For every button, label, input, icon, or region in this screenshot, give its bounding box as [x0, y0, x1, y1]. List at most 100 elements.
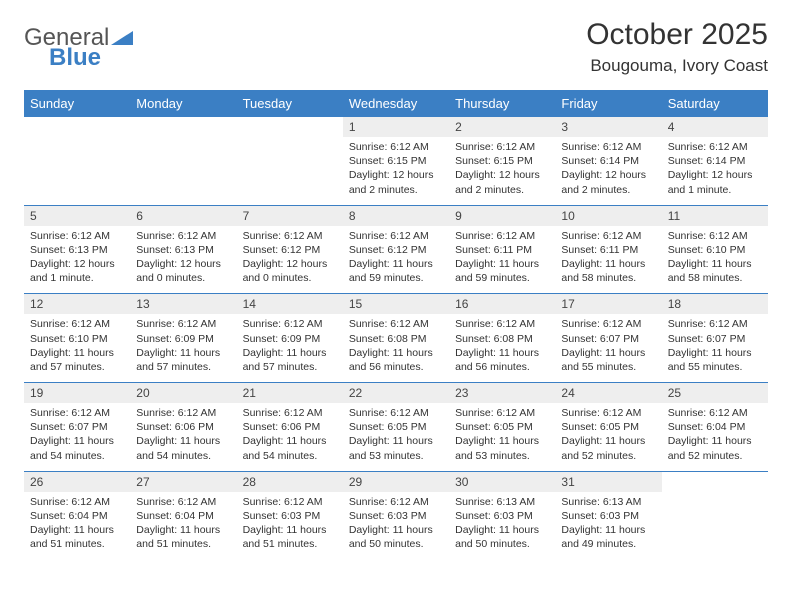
- day-body: Sunrise: 6:12 AMSunset: 6:04 PMDaylight:…: [662, 403, 768, 471]
- month-title: October 2025: [586, 18, 768, 52]
- sunset-text: Sunset: 6:11 PM: [455, 243, 549, 257]
- sunset-text: Sunset: 6:07 PM: [30, 420, 124, 434]
- sunset-text: Sunset: 6:14 PM: [668, 154, 762, 168]
- day-number: 27: [130, 472, 236, 492]
- brand-triangle-icon: [111, 29, 133, 47]
- daylight-text: Daylight: 11 hours and 57 minutes.: [243, 346, 337, 374]
- day-body: Sunrise: 6:12 AMSunset: 6:05 PMDaylight:…: [555, 403, 661, 471]
- day-body: Sunrise: 6:12 AMSunset: 6:07 PMDaylight:…: [555, 314, 661, 382]
- day-body: Sunrise: 6:12 AMSunset: 6:07 PMDaylight:…: [662, 314, 768, 382]
- day-cell: 3Sunrise: 6:12 AMSunset: 6:14 PMDaylight…: [555, 117, 661, 205]
- dayhead-tue: Tuesday: [237, 90, 343, 117]
- daylight-text: Daylight: 11 hours and 50 minutes.: [455, 523, 549, 551]
- day-body: Sunrise: 6:12 AMSunset: 6:11 PMDaylight:…: [449, 226, 555, 294]
- day-number: 2: [449, 117, 555, 137]
- sunrise-text: Sunrise: 6:12 AM: [30, 495, 124, 509]
- brand-part2: Blue: [49, 44, 101, 72]
- daylight-text: Daylight: 11 hours and 55 minutes.: [668, 346, 762, 374]
- day-cell: 30Sunrise: 6:13 AMSunset: 6:03 PMDayligh…: [449, 471, 555, 559]
- day-cell: 21Sunrise: 6:12 AMSunset: 6:06 PMDayligh…: [237, 383, 343, 472]
- day-number: 21: [237, 383, 343, 403]
- day-body: Sunrise: 6:13 AMSunset: 6:03 PMDaylight:…: [449, 492, 555, 560]
- sunrise-text: Sunrise: 6:12 AM: [243, 495, 337, 509]
- day-number: 4: [662, 117, 768, 137]
- daylight-text: Daylight: 12 hours and 1 minute.: [668, 168, 762, 196]
- day-cell: 29Sunrise: 6:12 AMSunset: 6:03 PMDayligh…: [343, 471, 449, 559]
- sunset-text: Sunset: 6:13 PM: [136, 243, 230, 257]
- day-number: 15: [343, 294, 449, 314]
- daylight-text: Daylight: 11 hours and 56 minutes.: [455, 346, 549, 374]
- sunrise-text: Sunrise: 6:12 AM: [349, 495, 443, 509]
- dayhead-mon: Monday: [130, 90, 236, 117]
- daylight-text: Daylight: 11 hours and 53 minutes.: [349, 434, 443, 462]
- day-cell: 31Sunrise: 6:13 AMSunset: 6:03 PMDayligh…: [555, 471, 661, 559]
- day-body: Sunrise: 6:12 AMSunset: 6:05 PMDaylight:…: [343, 403, 449, 471]
- sunset-text: Sunset: 6:09 PM: [136, 332, 230, 346]
- sunset-text: Sunset: 6:08 PM: [455, 332, 549, 346]
- sunset-text: Sunset: 6:07 PM: [561, 332, 655, 346]
- sunset-text: Sunset: 6:10 PM: [30, 332, 124, 346]
- sunrise-text: Sunrise: 6:12 AM: [455, 229, 549, 243]
- daylight-text: Daylight: 11 hours and 59 minutes.: [455, 257, 549, 285]
- sunset-text: Sunset: 6:07 PM: [668, 332, 762, 346]
- day-cell: 6Sunrise: 6:12 AMSunset: 6:13 PMDaylight…: [130, 205, 236, 294]
- day-body: Sunrise: 6:12 AMSunset: 6:09 PMDaylight:…: [130, 314, 236, 382]
- day-number: 29: [343, 472, 449, 492]
- daylight-text: Daylight: 12 hours and 0 minutes.: [136, 257, 230, 285]
- week-row: 12 Sunrise: 6:12 AM Sunset: 6:10 PM Dayligh…: [24, 294, 768, 383]
- dayhead-thu: Thursday: [449, 90, 555, 117]
- day-number: 12: [24, 294, 130, 314]
- day-cell: 1Sunrise: 6:12 AMSunset: 6:15 PMDaylight…: [343, 117, 449, 205]
- day-cell: 15Sunrise: 6:12 AMSunset: 6:08 PMDayligh…: [343, 294, 449, 383]
- day-cell: [130, 117, 236, 205]
- day-number: 18: [662, 294, 768, 314]
- daylight-text: Daylight: 12 hours and 2 minutes.: [455, 168, 549, 196]
- sunrise-text: Sunrise: 6:12 AM: [561, 317, 655, 331]
- sunrise-text: Sunrise: 6:12 AM: [349, 229, 443, 243]
- daylight-text: Daylight: 11 hours and 53 minutes.: [455, 434, 549, 462]
- daylight-text: Daylight: 11 hours and 55 minutes.: [561, 346, 655, 374]
- day-cell: 20Sunrise: 6:12 AMSunset: 6:06 PMDayligh…: [130, 383, 236, 472]
- day-body: [24, 123, 130, 187]
- day-body: Sunrise: 6:12 AMSunset: 6:10 PMDaylight:…: [662, 226, 768, 294]
- sunset-text: Sunset: 6:03 PM: [243, 509, 337, 523]
- week-row: 5Sunrise: 6:12 AMSunset: 6:13 PMDaylight…: [24, 205, 768, 294]
- sunrise-text: Sunrise: 6:12 AM: [668, 317, 762, 331]
- day-cell: 28Sunrise: 6:12 AMSunset: 6:03 PMDayligh…: [237, 471, 343, 559]
- sunrise-text: Sunrise: 6:12 AM: [243, 406, 337, 420]
- calendar-body: 1Sunrise: 6:12 AMSunset: 6:15 PMDaylight…: [24, 117, 768, 559]
- sunrise-text: Sunrise: 6:12 AM: [30, 229, 124, 243]
- day-cell: 22Sunrise: 6:12 AMSunset: 6:05 PMDayligh…: [343, 383, 449, 472]
- sunset-text: Sunset: 6:05 PM: [455, 420, 549, 434]
- day-cell: 27Sunrise: 6:12 AMSunset: 6:04 PMDayligh…: [130, 471, 236, 559]
- day-body: [130, 123, 236, 187]
- sunrise-text: Sunrise: 6:12 AM: [136, 317, 230, 331]
- day-number: 31: [555, 472, 661, 492]
- sunrise-text: Sunrise: 6:13 AM: [455, 495, 549, 509]
- daylight-text: Daylight: 12 hours and 2 minutes.: [561, 168, 655, 196]
- dayhead-fri: Friday: [555, 90, 661, 117]
- day-number: 8: [343, 206, 449, 226]
- daylight-text: Daylight: 11 hours and 54 minutes.: [136, 434, 230, 462]
- sunset-text: Sunset: 6:06 PM: [136, 420, 230, 434]
- day-number: 24: [555, 383, 661, 403]
- sunset-text: Sunset: 6:12 PM: [243, 243, 337, 257]
- sunset-text: Sunset: 6:03 PM: [349, 509, 443, 523]
- day-cell: 17Sunrise: 6:12 AMSunset: 6:07 PMDayligh…: [555, 294, 661, 383]
- day-body: Sunrise: 6:12 AMSunset: 6:13 PMDaylight:…: [130, 226, 236, 294]
- day-cell: 12Sunrise: 6:12 AMSunset: 6:10 PMDayligh…: [24, 294, 130, 383]
- daylight-text: Daylight: 11 hours and 54 minutes.: [30, 434, 124, 462]
- day-number: 11: [662, 206, 768, 226]
- sunset-text: Sunset: 6:04 PM: [136, 509, 230, 523]
- day-number: 10: [555, 206, 661, 226]
- day-cell: 2Sunrise: 6:12 AMSunset: 6:15 PMDaylight…: [449, 117, 555, 205]
- day-cell: [662, 471, 768, 559]
- sunset-text: Sunset: 6:06 PM: [243, 420, 337, 434]
- day-cell: 23Sunrise: 6:12 AMSunset: 6:05 PMDayligh…: [449, 383, 555, 472]
- day-number: 23: [449, 383, 555, 403]
- sunset-text: Sunset: 6:13 PM: [30, 243, 124, 257]
- day-cell: 10Sunrise: 6:12 AMSunset: 6:11 PMDayligh…: [555, 205, 661, 294]
- day-number: 16: [449, 294, 555, 314]
- sunset-text: Sunset: 6:11 PM: [561, 243, 655, 257]
- daylight-text: Daylight: 11 hours and 52 minutes.: [561, 434, 655, 462]
